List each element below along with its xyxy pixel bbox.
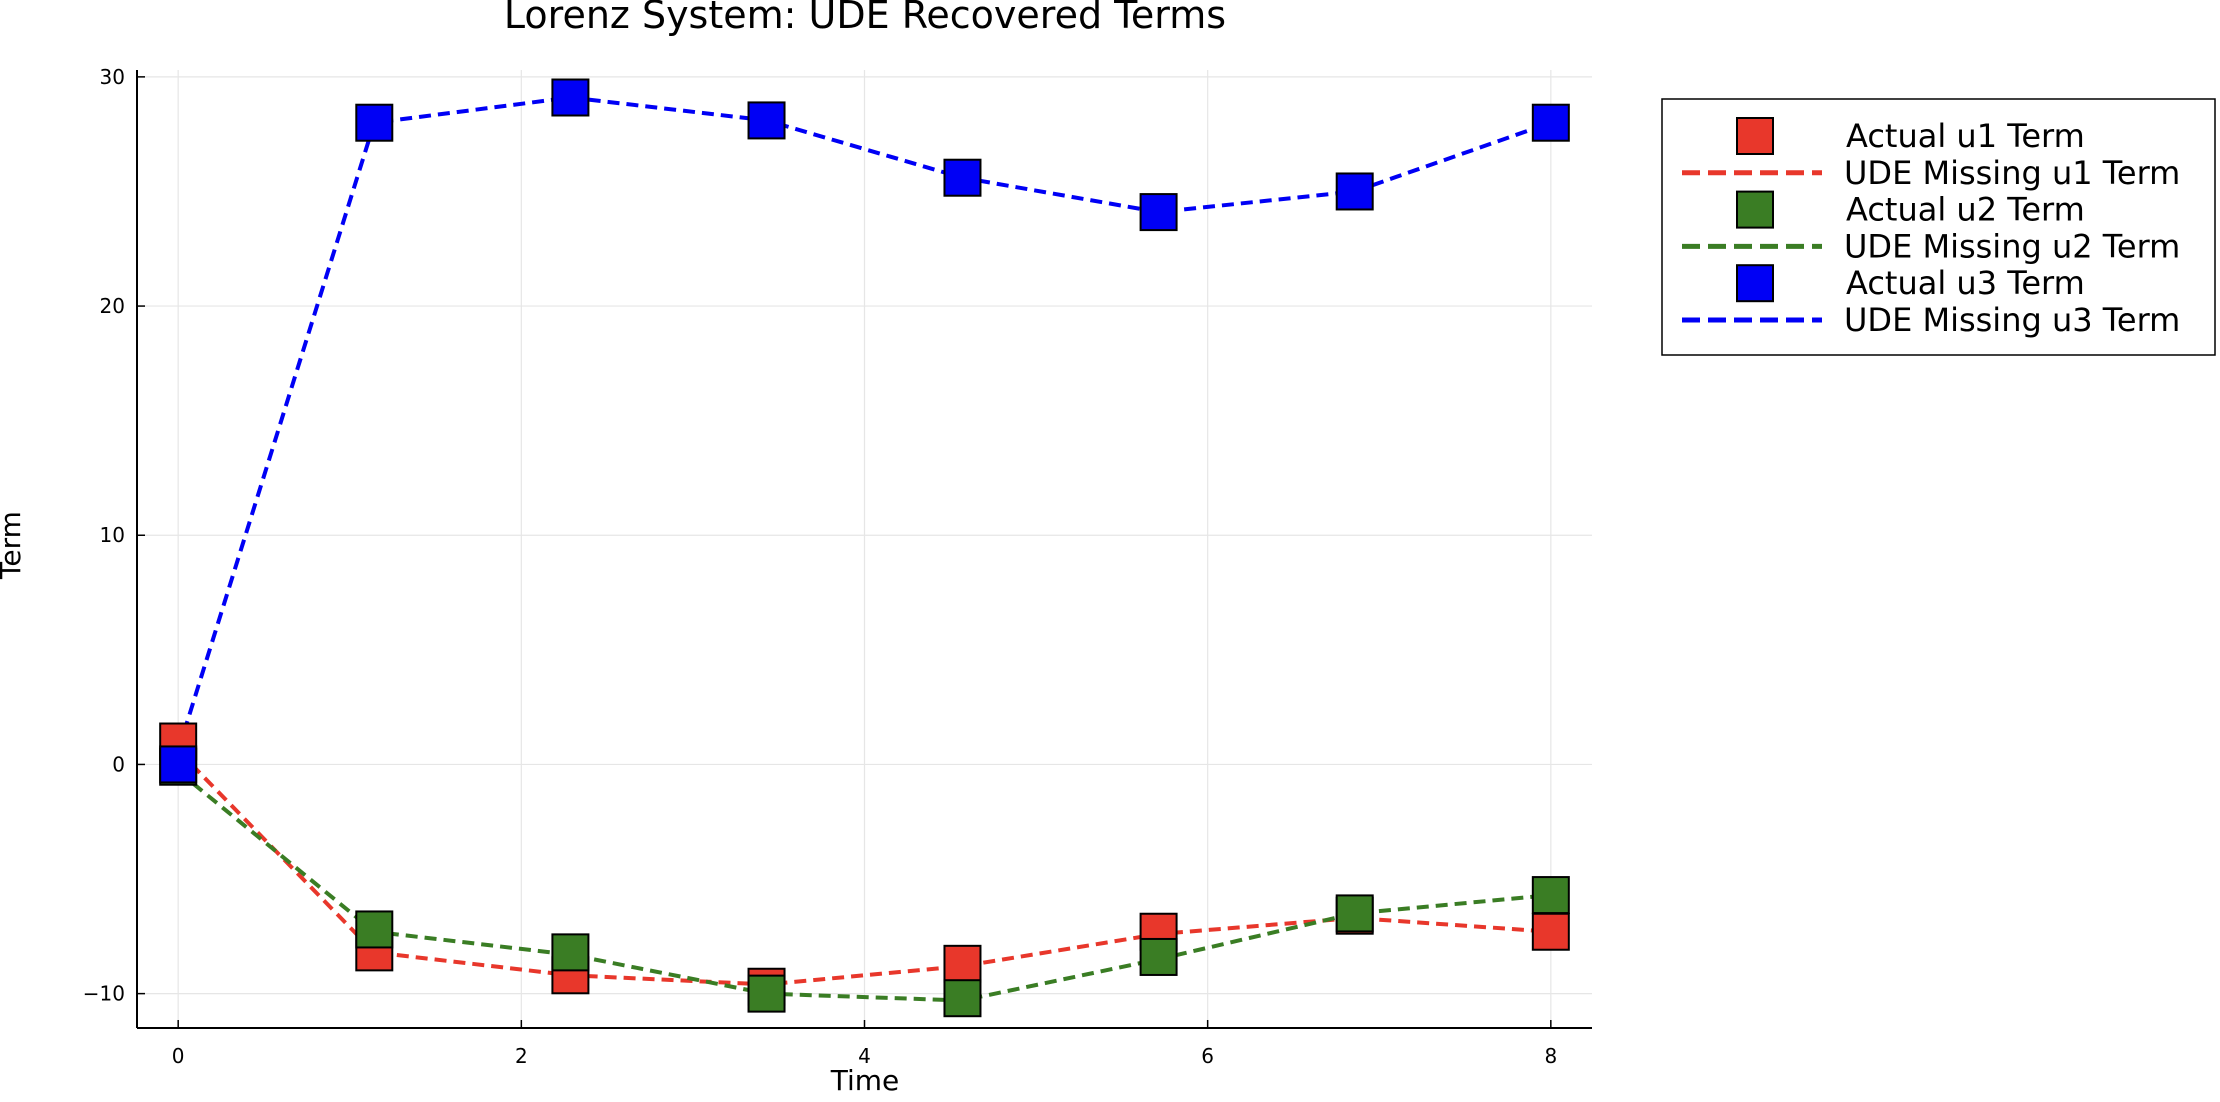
plot-area bbox=[159, 78, 1570, 1018]
chart-title: Lorenz System: UDE Recovered Terms bbox=[504, 0, 1226, 37]
data-point bbox=[1139, 937, 1178, 976]
data-point bbox=[1335, 172, 1374, 211]
x-axis-label: Time bbox=[830, 1064, 900, 1097]
data-point bbox=[1531, 103, 1570, 142]
data-point bbox=[159, 745, 198, 784]
data-point bbox=[551, 933, 590, 972]
data-point bbox=[1531, 912, 1570, 951]
data-point bbox=[943, 944, 982, 983]
x-tick-label: 6 bbox=[1201, 1044, 1214, 1068]
series-line bbox=[176, 769, 1552, 1003]
data-point bbox=[747, 101, 786, 140]
legend-label: Actual u3 Term bbox=[1846, 264, 2085, 302]
y-tick-label: 20 bbox=[100, 294, 125, 318]
data-point bbox=[1139, 193, 1178, 232]
data-point bbox=[551, 78, 590, 117]
grid bbox=[137, 70, 1592, 1028]
y-tick-label: 0 bbox=[112, 752, 125, 776]
data-point bbox=[747, 974, 786, 1013]
data-point bbox=[943, 158, 982, 197]
series-line bbox=[176, 95, 1552, 752]
axes: 0 2 4 6 8 −10 0 10 20 30 bbox=[83, 65, 1592, 1068]
legend-label: Actual u1 Term bbox=[1846, 117, 2085, 155]
y-tick-label: −10 bbox=[83, 982, 125, 1006]
data-point bbox=[943, 979, 982, 1018]
legend-marker bbox=[1736, 117, 1774, 155]
legend-label: UDE Missing u3 Term bbox=[1844, 301, 2180, 339]
data-point bbox=[1531, 876, 1570, 915]
y-tick-label: 10 bbox=[100, 523, 125, 547]
y-axis-label: Term bbox=[0, 511, 27, 580]
x-tick-label: 4 bbox=[858, 1044, 871, 1068]
x-tick-label: 2 bbox=[515, 1044, 528, 1068]
legend-label: UDE Missing u1 Term bbox=[1844, 154, 2180, 192]
legend-label: Actual u2 Term bbox=[1846, 191, 2085, 229]
legend-label: UDE Missing u2 Term bbox=[1844, 227, 2180, 265]
legend-marker bbox=[1736, 264, 1774, 303]
data-point bbox=[355, 103, 394, 142]
data-point bbox=[355, 910, 394, 949]
legend-marker bbox=[1736, 190, 1774, 229]
data-point bbox=[1335, 894, 1374, 933]
y-tick-label: 30 bbox=[100, 65, 125, 89]
x-tick-label: 0 bbox=[172, 1044, 185, 1068]
x-tick-label: 8 bbox=[1544, 1044, 1557, 1068]
series-line bbox=[176, 749, 1551, 987]
